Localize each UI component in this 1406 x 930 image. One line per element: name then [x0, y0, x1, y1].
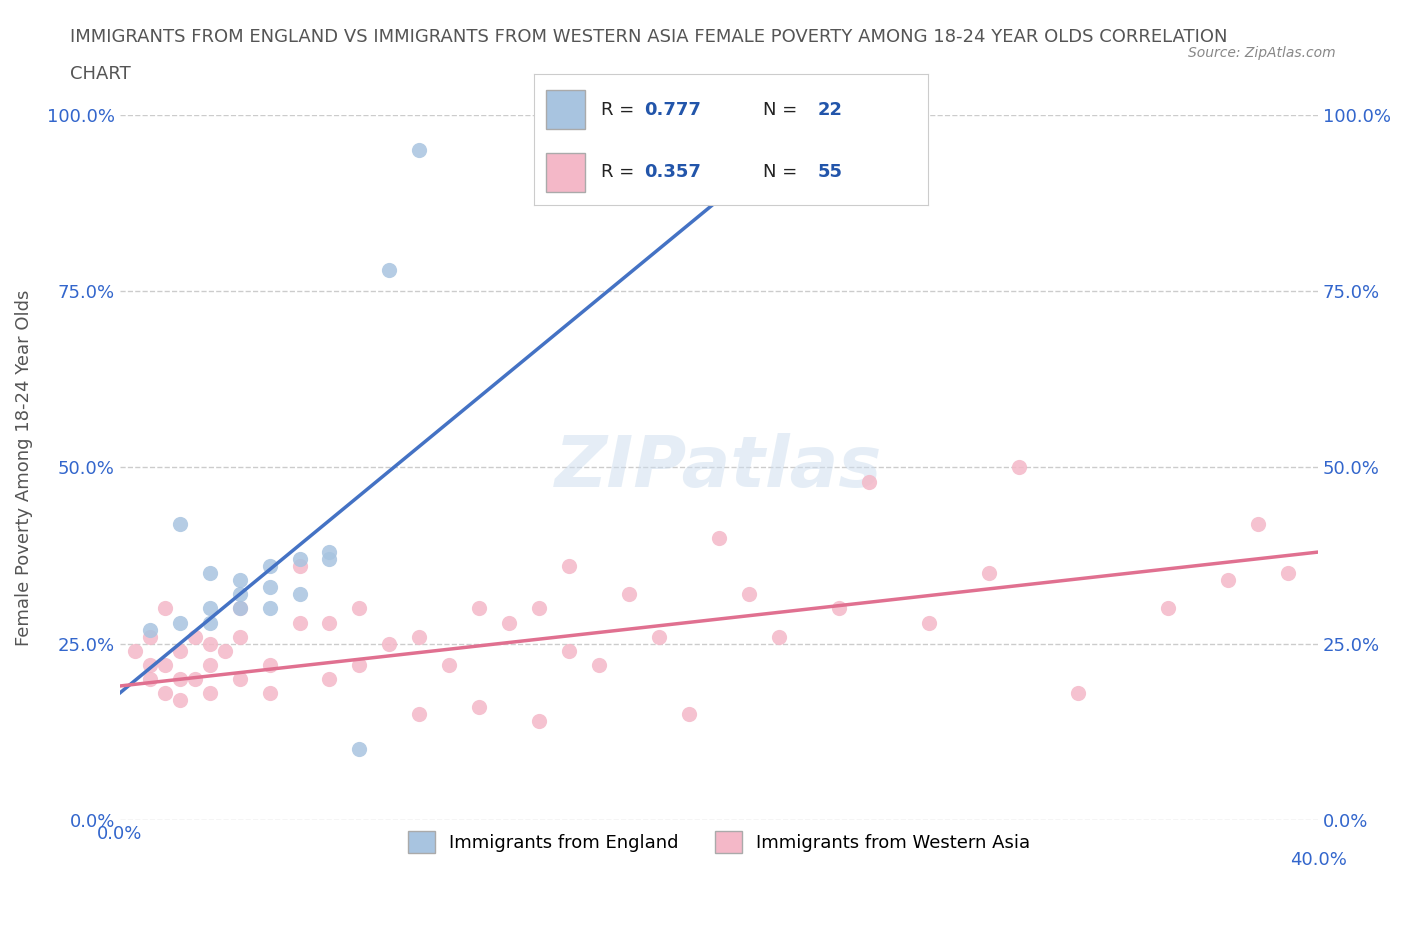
Text: CHART: CHART — [70, 65, 131, 83]
Point — [828, 601, 851, 616]
Point — [288, 559, 311, 574]
Point — [124, 644, 146, 658]
Point — [183, 630, 205, 644]
FancyBboxPatch shape — [546, 90, 585, 129]
Point — [198, 636, 221, 651]
Point — [198, 658, 221, 672]
Point — [228, 601, 250, 616]
Point — [198, 601, 221, 616]
Point — [288, 551, 311, 566]
Point — [228, 630, 250, 644]
Point — [198, 685, 221, 700]
Point — [349, 742, 371, 757]
Text: N =: N = — [762, 100, 803, 118]
Point — [198, 615, 221, 630]
Point — [738, 587, 761, 602]
Point — [768, 164, 790, 179]
Legend: Immigrants from England, Immigrants from Western Asia: Immigrants from England, Immigrants from… — [401, 824, 1038, 860]
Point — [648, 143, 671, 158]
Y-axis label: Female Poverty Among 18-24 Year Olds: Female Poverty Among 18-24 Year Olds — [15, 289, 32, 645]
Text: 40.0%: 40.0% — [1289, 851, 1347, 869]
Point — [169, 671, 191, 686]
FancyBboxPatch shape — [546, 153, 585, 192]
Point — [318, 551, 340, 566]
Point — [468, 601, 491, 616]
Point — [169, 644, 191, 658]
Point — [1277, 565, 1299, 580]
Point — [288, 587, 311, 602]
Point — [318, 615, 340, 630]
Text: 22: 22 — [818, 100, 842, 118]
Point — [183, 671, 205, 686]
Point — [259, 658, 281, 672]
Point — [408, 707, 430, 722]
Point — [214, 644, 236, 658]
Point — [228, 587, 250, 602]
Text: Source: ZipAtlas.com: Source: ZipAtlas.com — [1188, 46, 1336, 60]
Point — [153, 685, 176, 700]
Point — [378, 636, 401, 651]
Point — [1247, 516, 1270, 531]
Text: IMMIGRANTS FROM ENGLAND VS IMMIGRANTS FROM WESTERN ASIA FEMALE POVERTY AMONG 18-: IMMIGRANTS FROM ENGLAND VS IMMIGRANTS FR… — [70, 28, 1227, 46]
Point — [198, 565, 221, 580]
Point — [678, 707, 700, 722]
Point — [527, 714, 550, 729]
Point — [138, 622, 160, 637]
Point — [738, 164, 761, 179]
Point — [707, 530, 730, 545]
Point — [648, 630, 671, 644]
Point — [153, 601, 176, 616]
Point — [349, 601, 371, 616]
Point — [527, 601, 550, 616]
Point — [439, 658, 461, 672]
Text: ZIPatlas: ZIPatlas — [555, 433, 883, 502]
Point — [1007, 460, 1029, 475]
Point — [1218, 573, 1240, 588]
Text: 55: 55 — [818, 163, 842, 181]
Point — [588, 658, 610, 672]
Point — [138, 658, 160, 672]
Point — [169, 516, 191, 531]
Point — [378, 262, 401, 277]
Text: 0.357: 0.357 — [644, 163, 702, 181]
Point — [259, 580, 281, 595]
Text: 0.777: 0.777 — [644, 100, 702, 118]
Point — [468, 699, 491, 714]
Point — [318, 671, 340, 686]
Point — [138, 671, 160, 686]
Point — [318, 545, 340, 560]
Point — [408, 143, 430, 158]
Point — [169, 693, 191, 708]
Point — [288, 615, 311, 630]
Point — [977, 565, 1000, 580]
Point — [558, 559, 581, 574]
Point — [408, 630, 430, 644]
Point — [558, 644, 581, 658]
Point — [228, 601, 250, 616]
Point — [153, 658, 176, 672]
Point — [498, 615, 520, 630]
Point — [1157, 601, 1180, 616]
Point — [228, 671, 250, 686]
Point — [259, 685, 281, 700]
Text: N =: N = — [762, 163, 803, 181]
Text: R =: R = — [602, 100, 640, 118]
Point — [917, 615, 939, 630]
Point — [259, 559, 281, 574]
Point — [138, 630, 160, 644]
Point — [259, 601, 281, 616]
Point — [228, 573, 250, 588]
Point — [617, 587, 640, 602]
Point — [169, 615, 191, 630]
Point — [1067, 685, 1090, 700]
Text: R =: R = — [602, 163, 640, 181]
Point — [349, 658, 371, 672]
Point — [768, 630, 790, 644]
Point — [858, 474, 880, 489]
